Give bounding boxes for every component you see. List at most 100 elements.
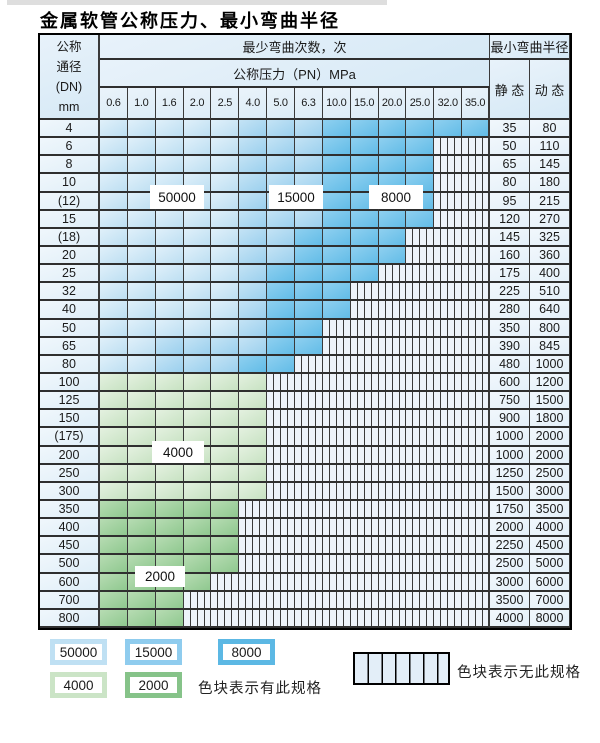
cell-80-35.0 — [462, 355, 490, 374]
cell-25-35.0 — [462, 265, 490, 284]
cell-20-20.0 — [378, 247, 407, 266]
cell-(18)-1.6 — [155, 228, 184, 247]
cell-300-6.3 — [295, 482, 323, 501]
cell-500-5.0 — [267, 555, 295, 574]
cell-450-2.0 — [183, 537, 212, 556]
cell-10-4.0 — [239, 174, 268, 193]
cell-32-10.0 — [322, 283, 351, 302]
cell-(18)-0.6 — [100, 228, 128, 247]
cell-(175)-2.5 — [211, 428, 240, 447]
dn-label-(175): (175) — [40, 428, 100, 447]
cell-350-0.6 — [100, 501, 128, 520]
static-450: 2250 — [490, 537, 530, 556]
static-8: 65 — [490, 156, 530, 175]
cell-50-10.0 — [322, 319, 351, 338]
legend-swatch-label: 15000 — [134, 644, 173, 660]
cell-15-5.0 — [267, 210, 295, 229]
dynamic-150: 1800 — [530, 410, 570, 429]
cell-150-2.5 — [211, 410, 240, 429]
cell-8-25.0 — [406, 156, 435, 175]
cell-32-6.3 — [295, 283, 323, 302]
cell-250-25.0 — [406, 464, 435, 483]
cell-20-6.3 — [295, 247, 323, 266]
dn-label-40: 40 — [40, 301, 100, 320]
cell-450-35.0 — [462, 537, 490, 556]
cell-(18)-4.0 — [239, 228, 268, 247]
cell-300-2.5 — [211, 482, 240, 501]
cell-80-1.0 — [127, 355, 156, 374]
dynamic-(175): 2000 — [530, 428, 570, 447]
cell-15-0.6 — [100, 210, 128, 229]
cell-6-10.0 — [322, 138, 351, 157]
cell-125-6.3 — [295, 392, 323, 411]
dynamic-250: 2500 — [530, 464, 570, 483]
cell-600-0.6 — [100, 573, 128, 592]
cell-4-6.3 — [295, 120, 323, 139]
cell-40-35.0 — [462, 301, 490, 320]
cell-700-2.0 — [183, 591, 212, 610]
cell-250-6.3 — [295, 464, 323, 483]
pressure-col-0.6: 0.6 — [100, 88, 128, 120]
static-300: 1500 — [490, 482, 530, 501]
dynamic-20: 360 — [530, 247, 570, 266]
cell-32-25.0 — [406, 283, 435, 302]
cell-(175)-6.3 — [295, 428, 323, 447]
header-min-bend-cycles: 最少弯曲次数，次 — [100, 35, 490, 60]
cell-15-10.0 — [322, 210, 351, 229]
header-dn-line: (DN) — [55, 79, 83, 94]
cell-4-20.0 — [378, 120, 407, 139]
dynamic-350: 3500 — [530, 501, 570, 520]
cell-500-35.0 — [462, 555, 490, 574]
legend-swatch-label: 2000 — [138, 677, 169, 693]
cell-150-35.0 — [462, 410, 490, 429]
pressure-col-2.5: 2.5 — [211, 88, 240, 120]
cell-15-1.0 — [127, 210, 156, 229]
cell-150-1.6 — [155, 410, 184, 429]
dynamic-15: 270 — [530, 210, 570, 229]
cell-(175)-20.0 — [378, 428, 407, 447]
cell-125-0.6 — [100, 392, 128, 411]
cell-65-32.0 — [434, 337, 463, 356]
cell-125-20.0 — [378, 392, 407, 411]
cell-500-2.0 — [183, 555, 212, 574]
cell-50-1.0 — [127, 319, 156, 338]
cell-20-25.0 — [406, 247, 435, 266]
pressure-col-32.0: 32.0 — [434, 88, 463, 120]
cell-32-1.0 — [127, 283, 156, 302]
header-dn-line: 通径 — [56, 59, 82, 74]
cell-200-6.3 — [295, 446, 323, 465]
cell-150-32.0 — [434, 410, 463, 429]
cell-450-4.0 — [239, 537, 268, 556]
cell-4-32.0 — [434, 120, 463, 139]
cell-(18)-35.0 — [462, 228, 490, 247]
cell-50-6.3 — [295, 319, 323, 338]
cell-450-15.0 — [350, 537, 379, 556]
cell-25-32.0 — [434, 265, 463, 284]
cell-100-32.0 — [434, 374, 463, 393]
cell-50-25.0 — [406, 319, 435, 338]
dynamic-80: 1000 — [530, 355, 570, 374]
cell-125-2.5 — [211, 392, 240, 411]
cell-20-15.0 — [350, 247, 379, 266]
cell-80-0.6 — [100, 355, 128, 374]
cell-200-15.0 — [350, 446, 379, 465]
cell-40-10.0 — [322, 301, 351, 320]
cell-800-4.0 — [239, 609, 268, 628]
cell-500-15.0 — [350, 555, 379, 574]
static-(12): 95 — [490, 192, 530, 211]
cell-100-2.0 — [183, 374, 212, 393]
cell-20-10.0 — [322, 247, 351, 266]
cell-40-25.0 — [406, 301, 435, 320]
dynamic-450: 4500 — [530, 537, 570, 556]
cell-6-32.0 — [434, 138, 463, 157]
cell-450-1.6 — [155, 537, 184, 556]
spec-table: 公称 通径 (DN) mm 最少弯曲次数，次 最小弯曲半径 公称压力（PN）MPa 静 态动 … — [38, 33, 572, 630]
dn-label-450: 450 — [40, 537, 100, 556]
static-100: 600 — [490, 374, 530, 393]
cell-400-10.0 — [322, 519, 351, 538]
legend-swatch-label: 4000 — [63, 677, 94, 693]
cell-50-1.6 — [155, 319, 184, 338]
cell-6-5.0 — [267, 138, 295, 157]
pressure-col-4.0: 4.0 — [239, 88, 268, 120]
cell-450-1.0 — [127, 537, 156, 556]
